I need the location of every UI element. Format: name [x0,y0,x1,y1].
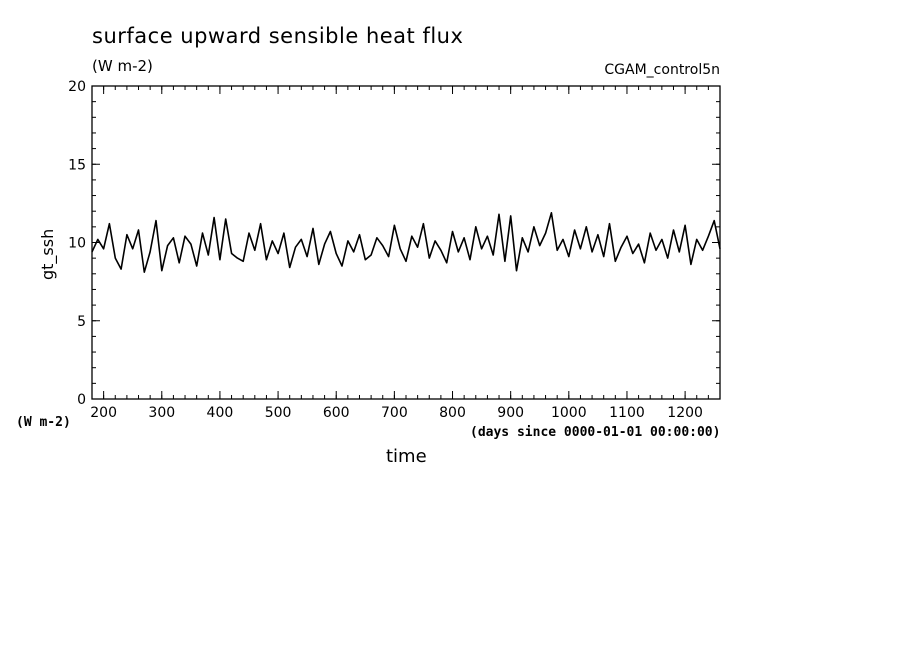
x-tick-label: 900 [497,405,524,421]
y-tick-label: 10 [68,236,86,252]
chart-title: surface upward sensible heat flux [92,24,464,48]
x-tick-label: 800 [439,405,466,421]
x-tick-label: 1000 [551,405,587,421]
x-axis-label: time [386,446,427,467]
x-tick-label: 500 [265,405,292,421]
plot-frame [91,85,721,400]
y-tick-label: 5 [77,314,86,330]
series-line [91,212,721,274]
y-axis-units: (W m-2) [16,415,71,430]
y-tick-label: 0 [77,392,86,408]
y-tick-label: 15 [68,157,86,173]
title-units: (W m-2) [92,57,153,75]
x-tick-label: 400 [207,405,234,421]
y-tick-label: 20 [68,79,86,95]
x-tick-label: 700 [381,405,408,421]
x-axis-units: (days since 0000-01-01 00:00:00) [470,425,721,440]
x-tick-label: 1200 [667,405,703,421]
x-tick-label: 300 [148,405,175,421]
x-tick-label: 600 [323,405,350,421]
x-tick-label: 200 [90,405,117,421]
run-name-label: CGAM_control5n [604,62,720,78]
x-tick-label: 1100 [609,405,645,421]
